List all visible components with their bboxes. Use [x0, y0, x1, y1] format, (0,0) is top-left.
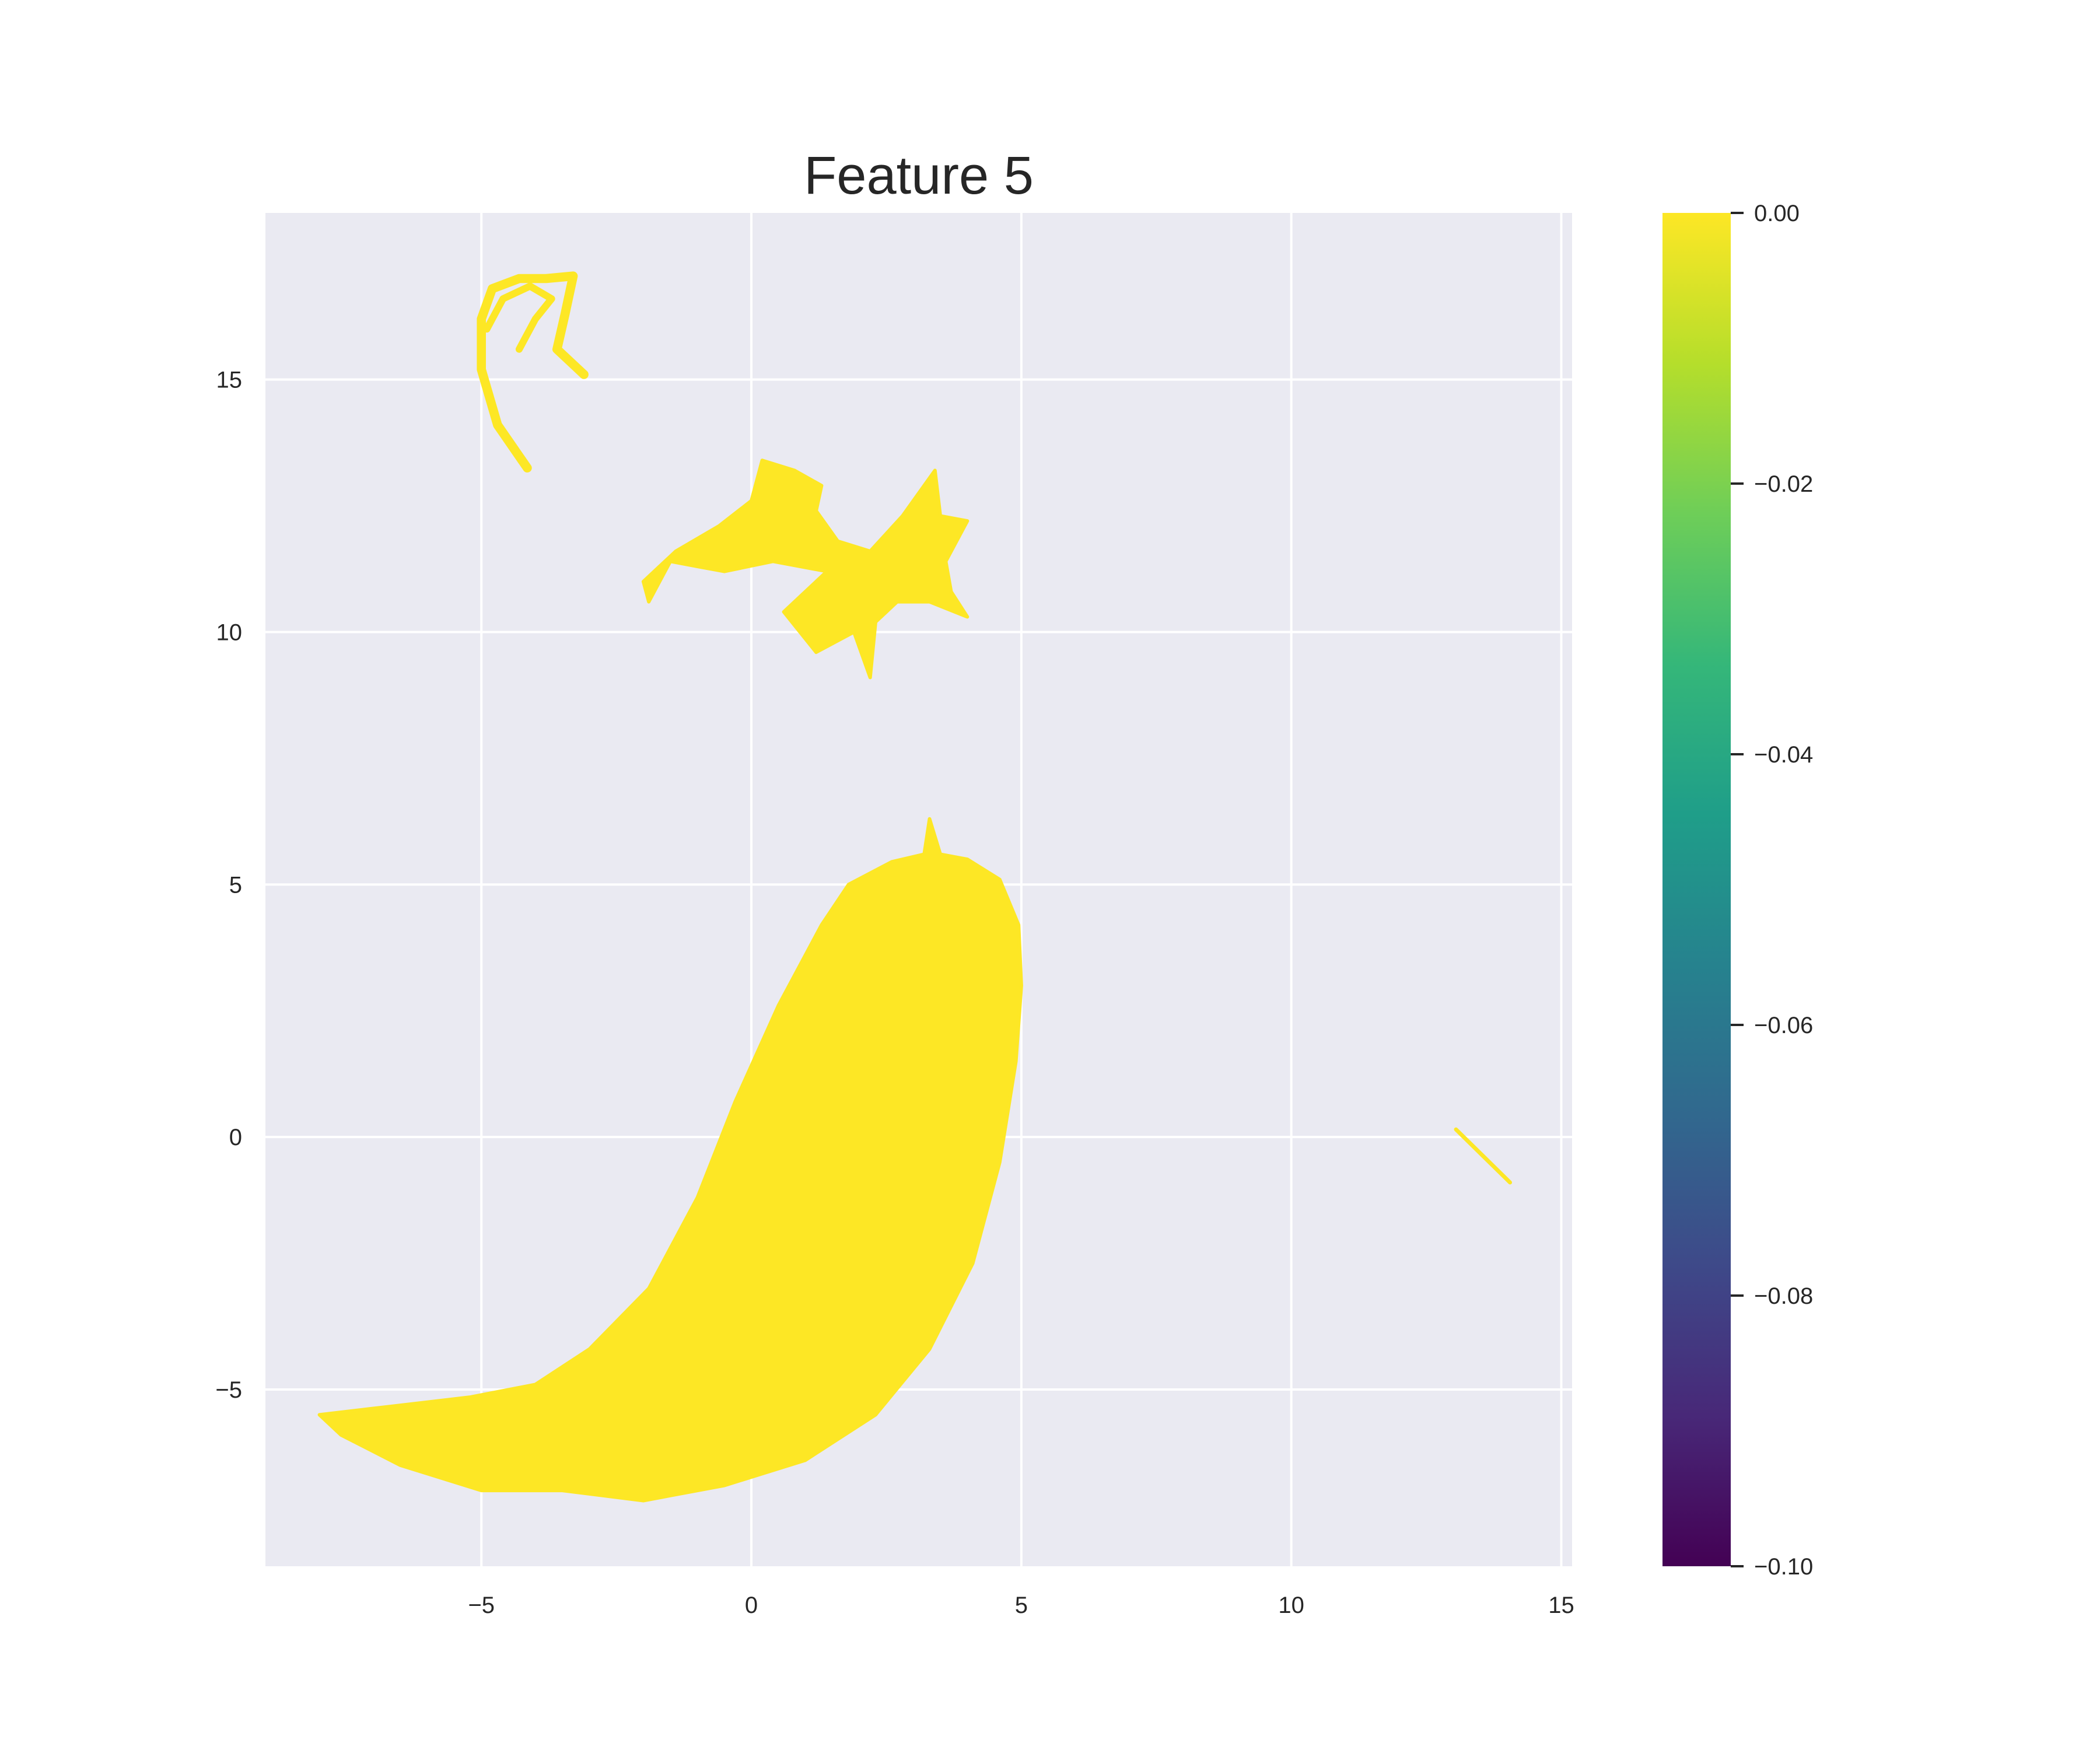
- colorbar: [1662, 213, 1731, 1566]
- colorbar-tick-label: −0.02: [1754, 471, 1813, 497]
- colorbar-tick-label: 0.00: [1754, 201, 1800, 226]
- y-tick-label: −5: [215, 1377, 242, 1403]
- y-tick-label: 15: [216, 368, 243, 393]
- x-tick-label: 15: [1548, 1592, 1574, 1618]
- grid-lines: [265, 213, 1572, 1566]
- y-axis-ticks: −5 0 5 10 15: [215, 368, 242, 1403]
- x-tick-label: −5: [468, 1592, 495, 1618]
- x-tick-label: 10: [1278, 1592, 1304, 1618]
- colorbar-tick-label: −0.08: [1754, 1283, 1813, 1309]
- y-tick-label: 5: [229, 872, 242, 898]
- x-tick-label: 5: [1015, 1592, 1028, 1618]
- x-axis-ticks: −5 0 5 10 15: [468, 1592, 1574, 1618]
- cluster-top-left-arc: [477, 271, 589, 473]
- colorbar-ticks: 0.00 −0.02 −0.04 −0.06 −0.08 −0.10: [1731, 201, 1813, 1580]
- colorbar-tick-label: −0.10: [1754, 1554, 1813, 1580]
- x-tick-label: 0: [745, 1592, 758, 1618]
- y-tick-label: 10: [216, 620, 243, 646]
- y-tick-label: 0: [229, 1125, 242, 1150]
- colorbar-tick-label: −0.06: [1754, 1013, 1813, 1038]
- cluster-main-body: [317, 817, 1023, 1503]
- colorbar-tick-label: −0.04: [1754, 742, 1813, 768]
- scatter-points: [317, 271, 1513, 1503]
- cluster-middle-cluster: [641, 459, 970, 680]
- cluster-top-left-inner-arc: [483, 282, 555, 353]
- cluster-right-streak: [1454, 1127, 1513, 1185]
- chart-title: Feature 5: [804, 146, 1034, 205]
